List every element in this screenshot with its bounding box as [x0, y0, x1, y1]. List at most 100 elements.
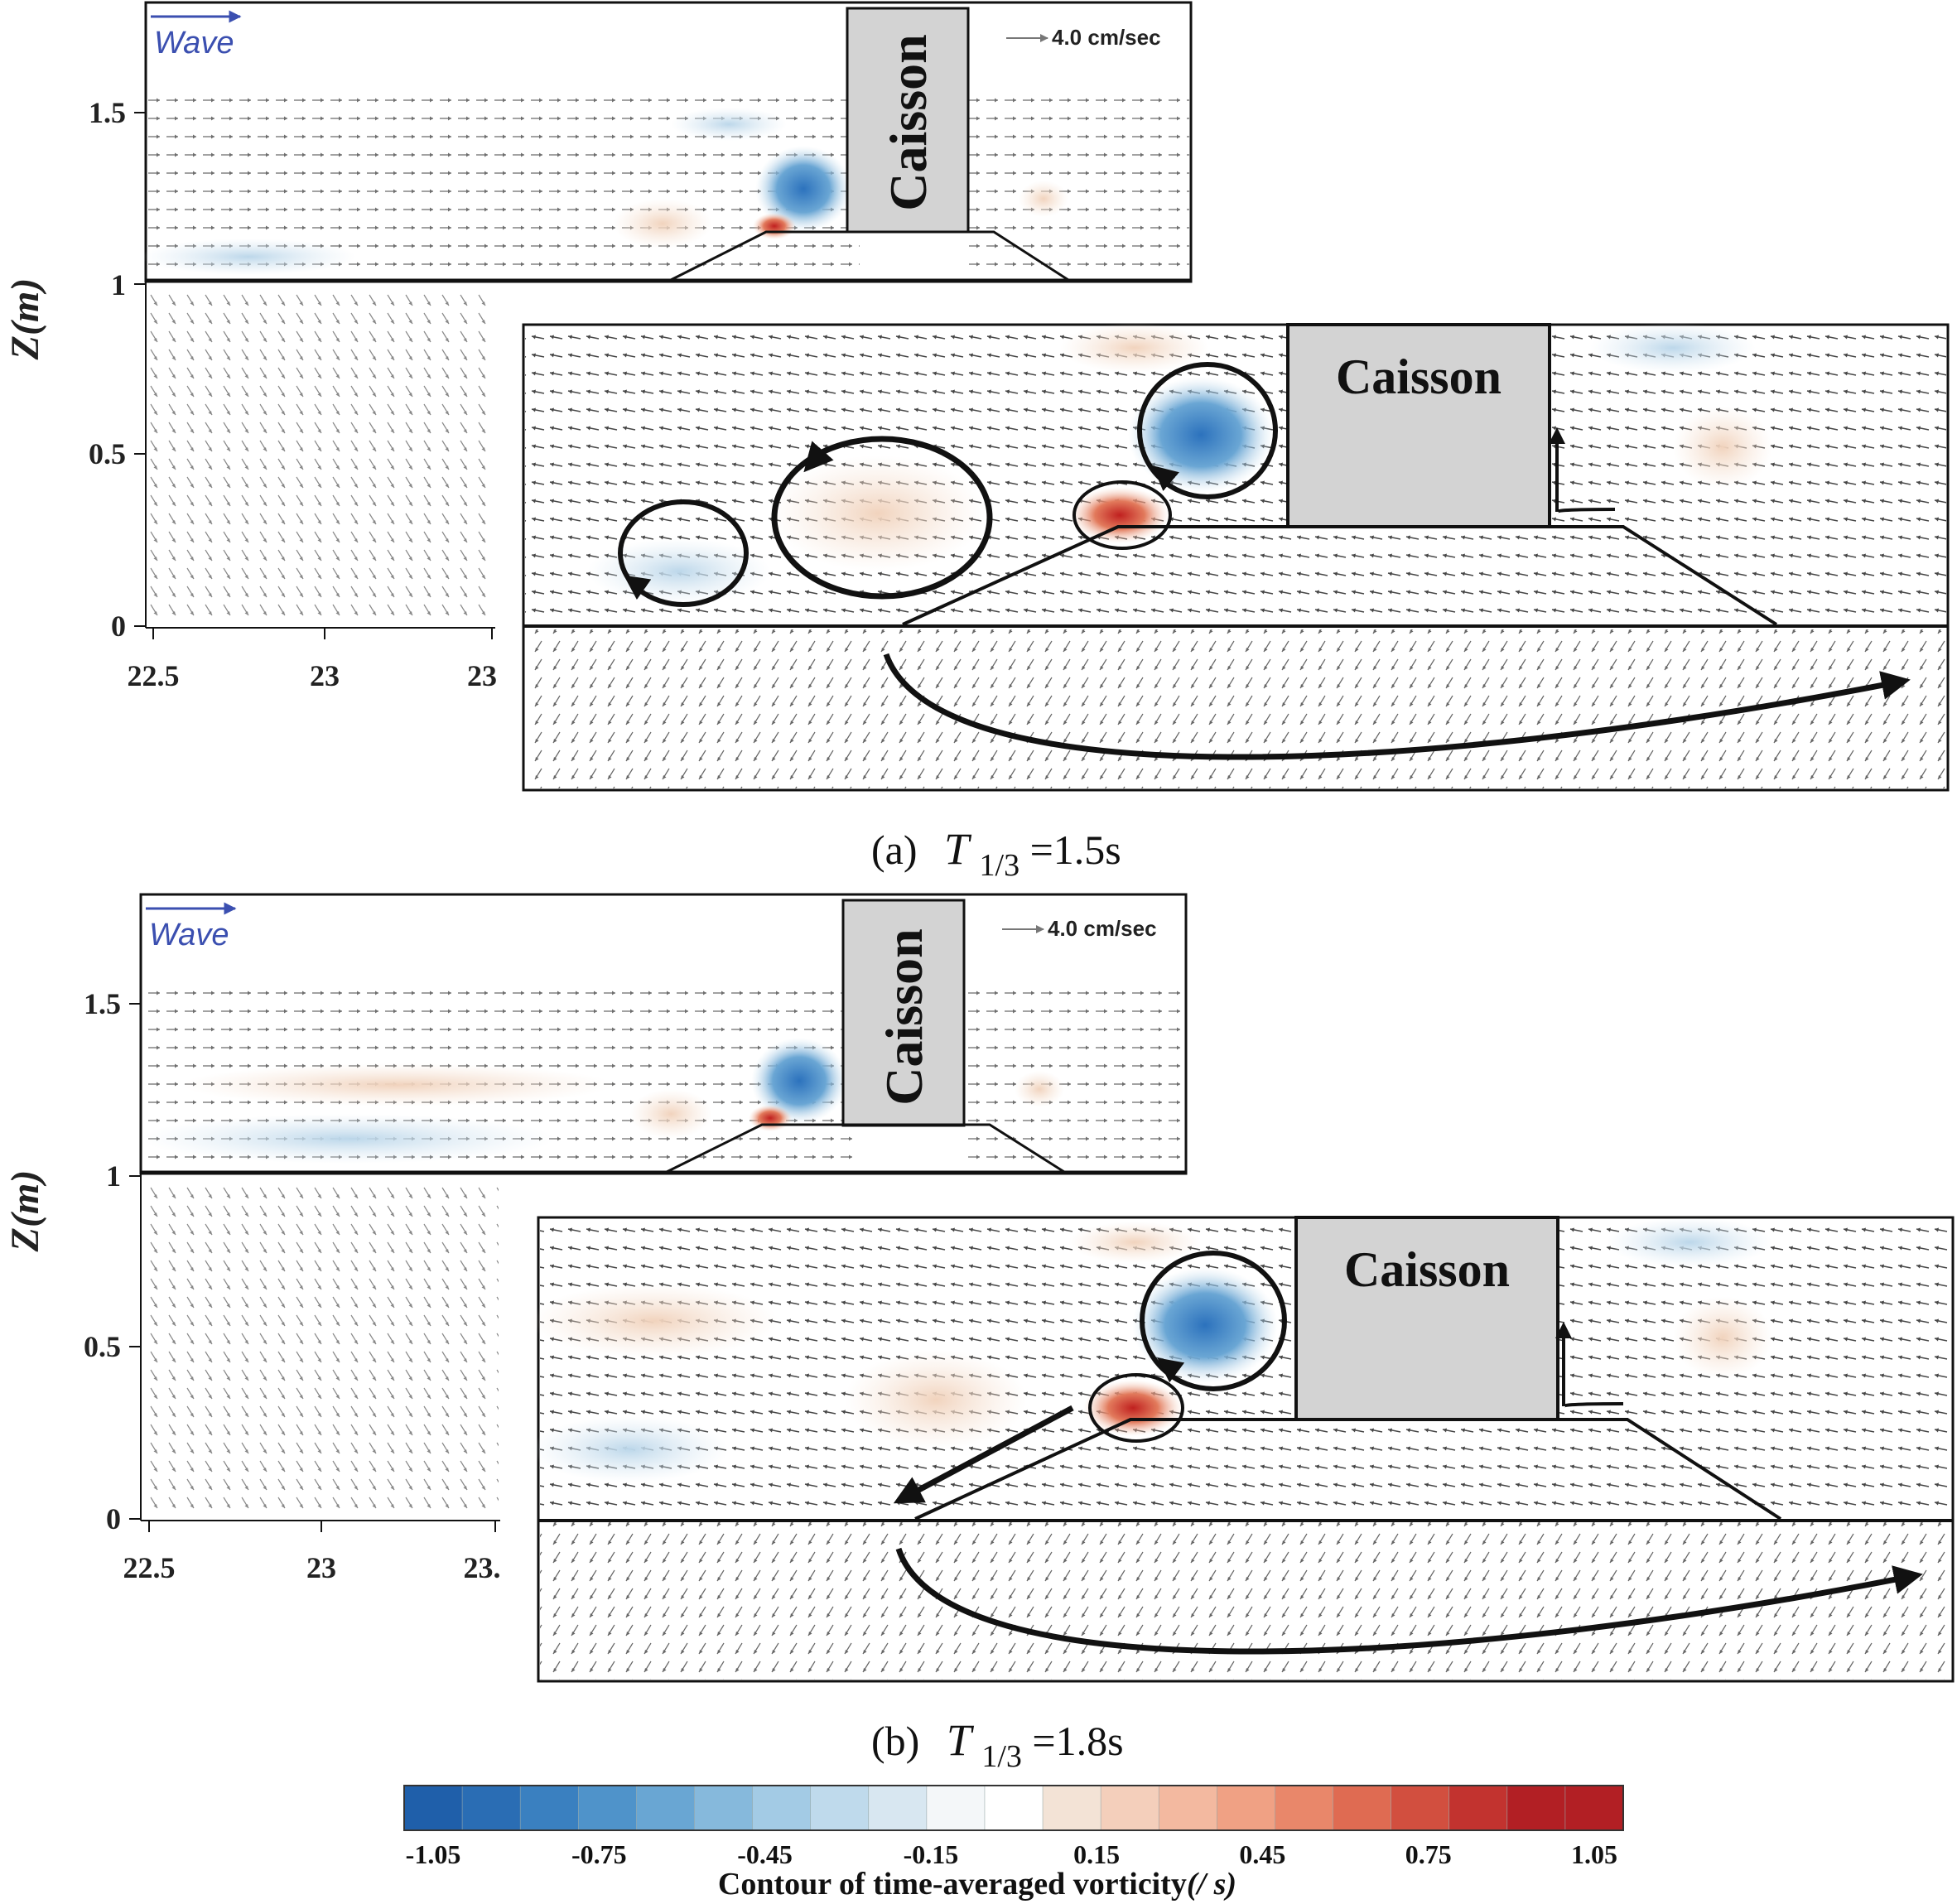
panel-b-scale-label: 4.0 cm/sec — [1048, 916, 1157, 941]
panel-a-caption-value: =1.5s — [1030, 827, 1121, 873]
panel-a-x-axis: 22.5 23 23 — [128, 628, 497, 692]
panel-b-xtick-22.5: 22.5 — [123, 1551, 176, 1584]
panel-a-inset-caisson-label: Caisson — [1336, 349, 1501, 404]
colorbar-swatch-14 — [1217, 1785, 1276, 1831]
panel-b-y-axis: 1.5 1 0.5 0 Z(m) — [3, 987, 141, 1535]
colorbar-swatch-0 — [403, 1785, 463, 1831]
panel-a-xtick-23b: 23 — [467, 659, 497, 692]
panel-a-circulation-small — [618, 499, 749, 607]
panel-b-caption: (b) T 1/3 =1.8s — [871, 1715, 1124, 1776]
panel-b-inset-caisson — [1294, 1216, 1559, 1421]
panel-b-xtick-23: 23 — [306, 1551, 336, 1584]
panel-a-y-axis: 1.5 1 0.5 0 Z(m) — [3, 96, 146, 643]
panel-a-inset-vortex-blue — [1128, 377, 1274, 493]
panel-a-scale-label: 4.0 cm/sec — [1052, 25, 1161, 50]
panel-a-inset-rubble-mound — [902, 525, 1778, 626]
colorbar-tick-6: 0.75 — [1405, 1839, 1452, 1869]
panel-b-contour-pale-mid — [629, 1089, 712, 1139]
panel-a-undertow-arc — [883, 653, 1911, 760]
colorbar-tick-0: -1.05 — [406, 1839, 461, 1869]
panel-b-vector-field-right — [966, 981, 1184, 1172]
panel-a-contour-pale-mid — [613, 199, 712, 248]
colorbar-swatch-9 — [926, 1785, 986, 1831]
colorbar-swatch-10 — [984, 1785, 1044, 1831]
panel-a-caisson — [846, 7, 970, 234]
panel-a-vector-field-right — [969, 91, 1189, 280]
panel-b-main-plot: Caisson Wave 4.0 cm/sec — [139, 893, 1188, 1175]
colorbar-swatch-7 — [810, 1785, 870, 1831]
panel-a-vortex-blue — [755, 146, 851, 232]
panel-a-inset: Caisson — [522, 323, 1950, 792]
panel-a-inset-vortex-red — [1070, 487, 1169, 543]
panel-a-circulation-large — [771, 436, 993, 600]
panel-b-ytick-1: 1 — [106, 1159, 121, 1193]
colorbar-swatch-11 — [1042, 1785, 1102, 1831]
panel-b-inset: Caisson — [530, 1216, 1955, 1683]
colorbar-swatch-15 — [1275, 1785, 1334, 1831]
colorbar-swatch-2 — [519, 1785, 580, 1831]
panel-b-contour-pale-blue-band — [141, 1114, 555, 1164]
panel-a-caption: (a) T 1/3 =1.5s — [871, 824, 1121, 885]
colorbar-swatches — [403, 1785, 1624, 1831]
panel-a-circulation-red — [1072, 480, 1172, 550]
panel-b-xtick-23b: 23. — [464, 1551, 501, 1584]
panel-b-caption-symbol: T — [947, 1715, 975, 1765]
colorbar-tick-7: 1.05 — [1571, 1839, 1617, 1869]
panel-b-caisson-label: Caisson — [875, 928, 933, 1105]
colorbar-swatch-17 — [1391, 1785, 1450, 1831]
panel-b-caption-label: (b) — [871, 1718, 919, 1764]
panel-a-rubble-mound — [670, 230, 1069, 282]
panel-b-contour-pale-band — [182, 1063, 613, 1106]
colorbar-tick-2: -0.45 — [737, 1839, 793, 1869]
panel-b-ytick-0: 0 — [106, 1502, 121, 1535]
colorbar-title-unit: (/ s) — [1187, 1867, 1236, 1902]
panel-a-ytick-0: 0 — [111, 610, 126, 643]
panel-a-inset-caisson — [1286, 323, 1551, 528]
panel-b-x-axis: 22.5 23 23. — [123, 1521, 501, 1584]
panel-a: Caisson Wave 4.0 cm/sec 1.5 1 0.5 0 Z(m) — [3, 1, 1950, 885]
panel-b-wave-label: Wave — [149, 918, 229, 952]
colorbar-tick-3: -0.15 — [904, 1839, 959, 1869]
panel-b-inset-caisson-label: Caisson — [1344, 1242, 1510, 1297]
colorbar-swatch-18 — [1448, 1785, 1508, 1831]
colorbar-tick-4: 0.15 — [1073, 1839, 1120, 1869]
panel-a-caption-subscript: 1/3 — [980, 848, 1020, 883]
panel-a-contour-pale-top — [671, 108, 787, 141]
colorbar-swatch-16 — [1333, 1785, 1392, 1831]
colorbar-swatch-13 — [1158, 1785, 1218, 1831]
panel-b-vortex-blue — [751, 1038, 847, 1124]
panel-a-xtick-23: 23 — [310, 659, 340, 692]
panel-a-caption-symbol: T — [944, 824, 972, 874]
panel-a-inset-vectors-bottom — [525, 629, 1946, 788]
panel-a-contour-pale-right — [1019, 181, 1068, 217]
panel-a-caisson-label: Caisson — [879, 34, 938, 210]
colorbar-swatch-3 — [577, 1785, 638, 1831]
panel-a-ytick-1: 1 — [111, 268, 126, 301]
colorbar-title-text: Contour of time-averaged vorticity — [718, 1867, 1187, 1902]
colorbar-title: Contour of time-averaged vorticity(/ s) — [718, 1867, 1236, 1902]
panel-b-contour-pale-right — [1015, 1071, 1064, 1107]
panel-b-inset-vectors-bottom — [540, 1522, 1951, 1680]
colorbar-swatch-5 — [694, 1785, 754, 1831]
panel-a-caption-label: (a) — [871, 827, 918, 873]
panel-b-circulation-red — [1088, 1373, 1184, 1443]
colorbar-tick-1: -0.75 — [571, 1839, 627, 1869]
colorbar-swatch-1 — [461, 1785, 522, 1831]
panel-a-circulation-blue — [1137, 362, 1278, 499]
panel-b-caption-subscript: 1/3 — [981, 1739, 1022, 1774]
panel-b-undertow-arc — [895, 1547, 1923, 1655]
panel-b-caption-value: =1.8s — [1032, 1718, 1123, 1764]
panel-a-vector-field-lower — [147, 290, 495, 621]
panel-b-inset-vortex-blue — [1132, 1267, 1278, 1383]
colorbar-swatch-19 — [1506, 1785, 1566, 1831]
panel-b: Caisson Wave 4.0 cm/sec 1.5 1 0.5 0 Z(m) — [3, 893, 1955, 1776]
panel-a-ytick-0.5: 0.5 — [89, 437, 126, 470]
colorbar-swatch-12 — [1100, 1785, 1160, 1831]
panel-b-circulation-blue — [1140, 1251, 1287, 1391]
colorbar-tick-5: 0.45 — [1239, 1839, 1285, 1869]
panel-b-ylabel: Z(m) — [3, 1170, 47, 1253]
colorbar: -1.05 -0.75 -0.45 -0.15 0.15 0.45 0.75 1.05 Con… — [403, 1785, 1624, 1902]
panel-b-ytick-0.5: 0.5 — [84, 1330, 121, 1363]
panel-b-inset-rubble-mound — [914, 1418, 1782, 1521]
